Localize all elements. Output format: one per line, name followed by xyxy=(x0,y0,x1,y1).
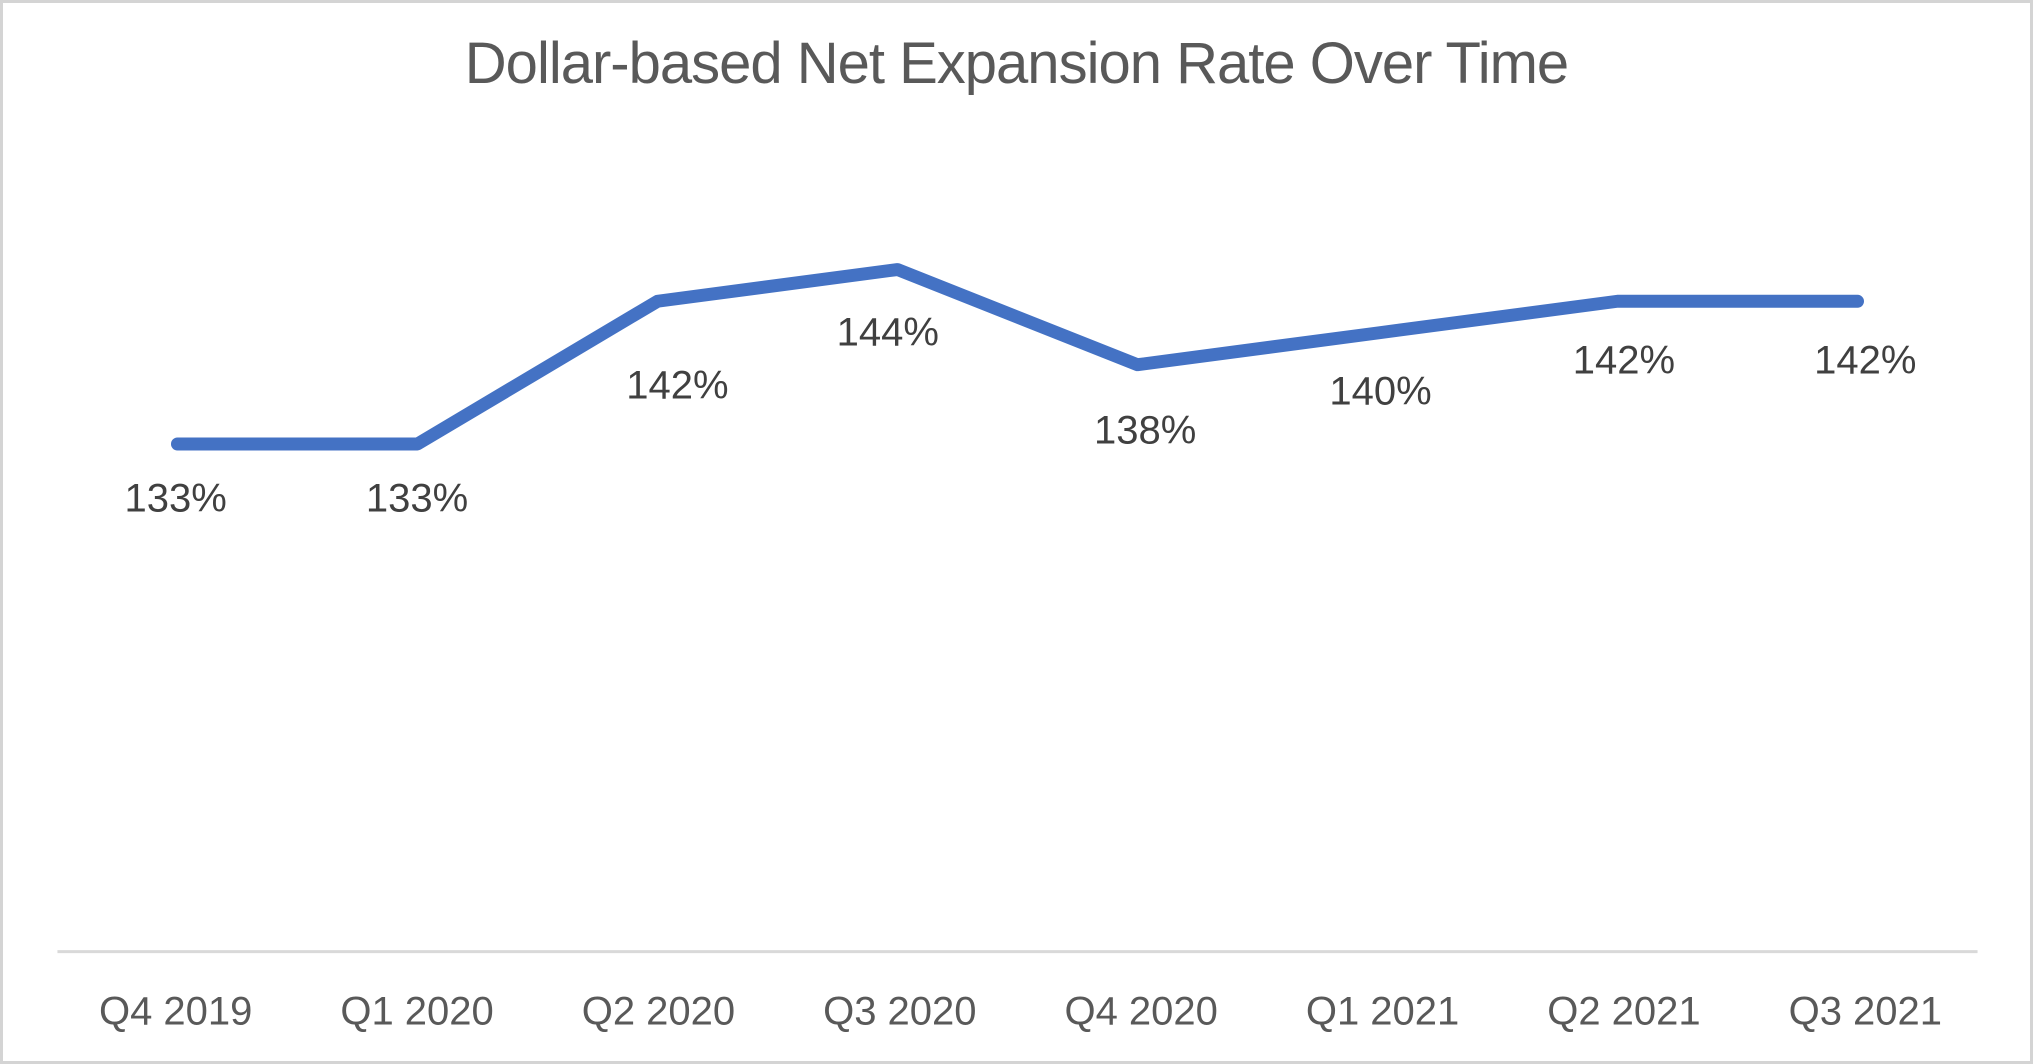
x-axis-label: Q3 2021 xyxy=(1788,989,1943,1034)
data-label: 133% xyxy=(124,476,227,520)
x-axis-label: Q1 2020 xyxy=(340,989,494,1034)
data-label: 142% xyxy=(626,363,729,408)
data-label: 133% xyxy=(365,476,469,520)
plot-area xyxy=(57,263,1978,954)
x-axis-label: Q2 2021 xyxy=(1547,989,1701,1034)
data-label: 140% xyxy=(1329,369,1432,414)
x-axis-label: Q3 2020 xyxy=(823,989,977,1034)
data-label: 138% xyxy=(1094,408,1197,453)
x-axis-label: Q4 2020 xyxy=(1064,989,1218,1034)
series-line xyxy=(170,263,1865,451)
data-label: 142% xyxy=(1814,338,1917,383)
x-axis-label: Q4 2019 xyxy=(98,989,253,1034)
x-axis-label: Q1 2021 xyxy=(1305,989,1460,1034)
data-label: 142% xyxy=(1572,338,1676,383)
data-label: 144% xyxy=(836,310,939,355)
chart-title: Dollar-based Net Expansion Rate Over Tim… xyxy=(464,31,1569,96)
x-axis-label: Q2 2020 xyxy=(581,989,736,1034)
